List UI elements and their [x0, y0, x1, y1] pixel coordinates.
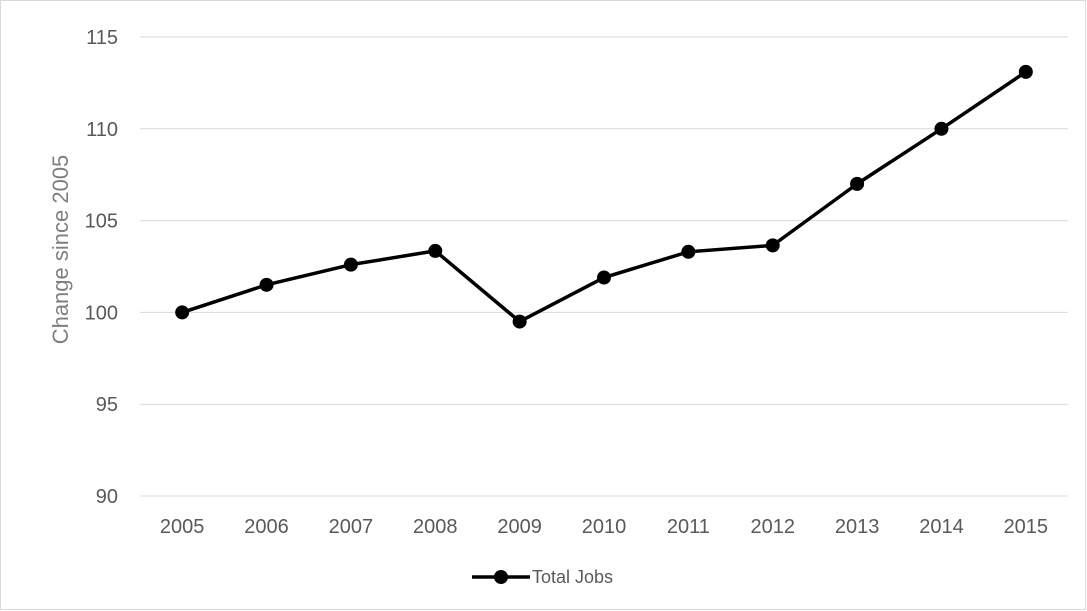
- x-tick-label: 2007: [329, 516, 374, 538]
- y-tick-label: 105: [85, 211, 118, 233]
- x-tick-label: 2012: [750, 516, 795, 538]
- y-tick-label: 95: [96, 394, 118, 416]
- y-axis-tick-labels: 90 95 100 105 110 115: [85, 27, 118, 508]
- data-point-marker: [512, 314, 527, 329]
- x-tick-label: 2013: [835, 516, 880, 538]
- series-layer: [175, 64, 1033, 329]
- x-tick-label: 2015: [1004, 516, 1049, 538]
- x-tick-label: 2008: [413, 516, 458, 538]
- data-point-marker: [850, 176, 865, 191]
- y-tick-label: 115: [86, 27, 118, 49]
- data-point-marker: [765, 238, 780, 253]
- data-point-marker: [934, 121, 949, 136]
- x-tick-label: 2011: [667, 516, 710, 538]
- data-point-marker: [681, 244, 696, 259]
- x-tick-label: 2009: [497, 516, 542, 538]
- data-point-marker: [343, 257, 358, 272]
- gridlines: [140, 36, 1068, 405]
- y-tick-label: 90: [96, 486, 118, 508]
- data-point-marker: [1018, 64, 1033, 79]
- data-point-marker: [175, 305, 190, 320]
- y-tick-label: 100: [85, 302, 118, 324]
- data-point-marker: [259, 277, 274, 292]
- x-tick-label: 2006: [244, 516, 289, 538]
- x-tick-label: 2014: [919, 516, 964, 538]
- y-axis-title: Change since 2005: [48, 155, 73, 345]
- y-tick-label: 110: [86, 119, 118, 141]
- data-point-marker: [428, 243, 443, 258]
- data-point-marker: [597, 270, 611, 285]
- x-axis-tick-labels: 2005 2006 2007 2008 2009 2010 2011 2012 2013 2014…: [160, 516, 1048, 538]
- x-tick-label: 2010: [582, 516, 627, 538]
- legend: Total Jobs: [472, 567, 613, 587]
- x-tick-label: 2005: [160, 516, 205, 538]
- legend-marker-swatch: [494, 570, 508, 584]
- legend-label: Total Jobs: [532, 567, 613, 587]
